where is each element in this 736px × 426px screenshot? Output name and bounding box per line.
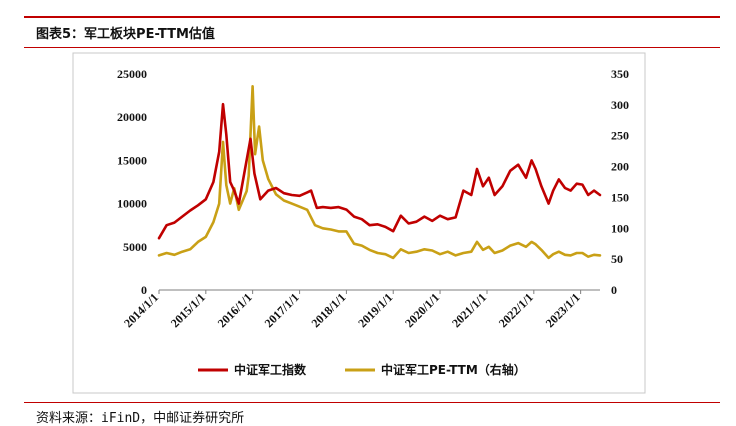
x-axis-tick-label: 2018/1/1: [308, 290, 348, 330]
legend-item-pe-ttm-label: 中证军工PE-TTM（右轴）: [381, 362, 526, 377]
legend-item-index-label: 中证军工指数: [234, 362, 307, 377]
right-axis-tick-label: 300: [611, 98, 629, 112]
series-line-pe-ttm: [157, 85, 602, 260]
right-axis-ticks: 0 50 100 150 200 250 300 350: [611, 67, 629, 297]
x-axis-tick-label: 2019/1/1: [355, 290, 395, 330]
chart-frame: [72, 52, 646, 394]
top-rule: [24, 16, 720, 18]
legend: 中证军工指数 中证军工PE-TTM（右轴）: [198, 362, 526, 377]
right-axis-tick-label: 350: [611, 67, 629, 81]
right-axis-tick-label: 0: [611, 283, 617, 297]
title-rule: [24, 47, 720, 48]
x-axis-tick-label: 2017/1/1: [262, 290, 302, 330]
right-axis-tick-label: 250: [611, 129, 629, 143]
x-axis-tick-label: 2021/1/1: [449, 290, 489, 330]
right-axis-tick-label: 50: [611, 252, 623, 266]
left-axis-tick-label: 5000: [123, 240, 147, 254]
left-axis-tick-label: 0: [141, 283, 147, 297]
x-axis-tick-label: 2016/1/1: [215, 290, 255, 330]
x-axis-tick-label: 2023/1/1: [543, 290, 583, 330]
left-axis-tick-label: 10000: [117, 197, 147, 211]
x-axis-tick-label: 2022/1/1: [496, 290, 536, 330]
series-layer: [157, 85, 602, 260]
right-axis-tick-label: 200: [611, 160, 629, 174]
x-axis-tick-label: 2020/1/1: [402, 290, 442, 330]
x-axis-tick-label: 2015/1/1: [168, 290, 208, 330]
figure-title: 图表5：军工板块PE-TTM估值: [36, 27, 215, 42]
series-line-index: [157, 102, 602, 240]
right-axis-tick-label: 150: [611, 190, 629, 204]
right-axis-tick-label: 100: [611, 221, 629, 235]
left-axis-ticks: 0 5000 10000 15000 20000 25000: [117, 67, 147, 297]
left-axis-tick-label: 25000: [117, 67, 147, 81]
left-axis-tick-label: 15000: [117, 153, 147, 167]
bottom-rule: [24, 402, 720, 403]
chart: 0 5000 10000 15000 20000 25000 0 50 100 150 200 25…: [72, 52, 646, 394]
left-axis-tick-label: 20000: [117, 110, 147, 124]
x-axis-ticks: 2014/1/1 2015/1/1 2016/1/1 2017/1/1 2018/1/1…: [121, 290, 583, 330]
source-note: 资料来源：iFinD，中邮证券研究所: [36, 411, 245, 426]
